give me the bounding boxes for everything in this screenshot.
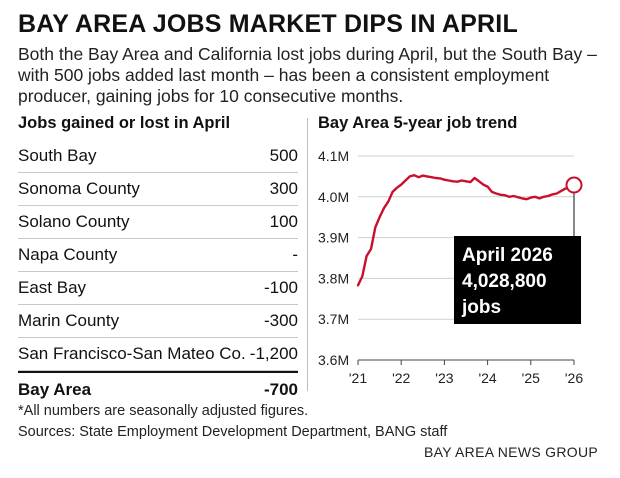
row-label: Solano County	[18, 212, 130, 231]
latest-point-marker	[565, 176, 583, 194]
y-tick-label: 3.7M	[318, 311, 349, 327]
table-row: Napa County -	[18, 239, 298, 272]
column-divider	[307, 118, 308, 391]
table-title: Jobs gained or lost in April	[18, 114, 231, 132]
x-tick-label: '21	[349, 370, 367, 386]
table-row: Solano County 100	[18, 206, 298, 239]
table-row: Sonoma County 300	[18, 173, 298, 206]
table-total-row: Bay Area -700	[18, 371, 298, 406]
x-tick-label: '23	[435, 370, 453, 386]
annotation-label: jobs	[461, 297, 501, 318]
row-label: Napa County	[18, 245, 118, 264]
y-tick-label: 3.6M	[318, 352, 349, 368]
headline: BAY AREA JOBS MARKET DIPS IN APRIL	[18, 10, 518, 38]
dek-text: Both the Bay Area and California lost jo…	[18, 44, 597, 106]
row-value: 300	[269, 179, 298, 198]
credit: BAY AREA NEWS GROUP	[423, 444, 598, 460]
row-value: -100	[263, 278, 298, 297]
annotation-label: April 2026	[462, 245, 553, 266]
x-tick-label: '25	[522, 370, 540, 386]
row-value: -1,200	[249, 344, 298, 363]
x-tick-label: '22	[392, 370, 410, 386]
annotation-label: 4,028,800	[462, 271, 547, 292]
sources: Sources: State Employment Development De…	[18, 424, 448, 440]
y-tick-label: 4.1M	[318, 148, 349, 164]
y-tick-label: 3.8M	[318, 270, 349, 286]
table-row: South Bay 500	[18, 140, 298, 173]
row-label: Marin County	[18, 311, 120, 330]
row-label: Sonoma County	[18, 179, 140, 198]
footnote: *All numbers are seasonally adjusted fig…	[18, 403, 309, 419]
x-tick-label: '26	[565, 370, 583, 386]
row-value: 500	[269, 146, 298, 165]
x-tick-label: '24	[478, 370, 496, 386]
total-label: Bay Area	[18, 380, 92, 399]
row-label: South Bay	[18, 146, 97, 165]
row-value: -300	[263, 311, 298, 330]
trend-line-chart: 4.1M 4.0M 3.9M 3.8M 3.7M 3.6M'21 '22 '23 '24 '25 '…	[318, 148, 583, 386]
y-tick-label: 3.9M	[318, 230, 349, 246]
row-value: -	[292, 245, 298, 264]
table-row: East Bay -100	[18, 272, 298, 305]
y-tick-label: 4.0M	[318, 189, 349, 205]
table-row: San Francisco-San Mateo Co. -1,200	[18, 338, 298, 371]
jobs-table: South Bay 500 Sonoma County 300 Solano Cou…	[18, 140, 298, 406]
table-row: Marin County -300	[18, 305, 298, 338]
row-value: 100	[269, 212, 298, 231]
row-label: East Bay	[18, 278, 87, 297]
total-value: -700	[263, 380, 298, 399]
chart-title: Bay Area 5-year job trend	[318, 114, 518, 132]
series-line	[356, 174, 576, 287]
row-label: San Francisco-San Mateo Co.	[18, 344, 246, 363]
annotation-box	[454, 236, 581, 324]
